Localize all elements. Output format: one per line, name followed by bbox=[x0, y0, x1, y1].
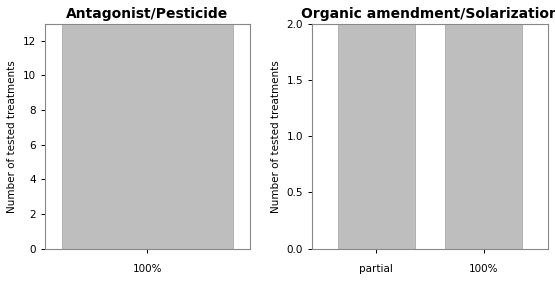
Title: Organic amendment/Solarization: Organic amendment/Solarization bbox=[301, 7, 555, 21]
Title: Antagonist/Pesticide: Antagonist/Pesticide bbox=[66, 7, 229, 21]
Y-axis label: Number of tested treatments: Number of tested treatments bbox=[271, 60, 281, 212]
Bar bbox=[445, 24, 522, 249]
Bar bbox=[62, 24, 233, 249]
Bar bbox=[338, 24, 415, 249]
Y-axis label: Number of tested treatments: Number of tested treatments bbox=[7, 60, 17, 212]
